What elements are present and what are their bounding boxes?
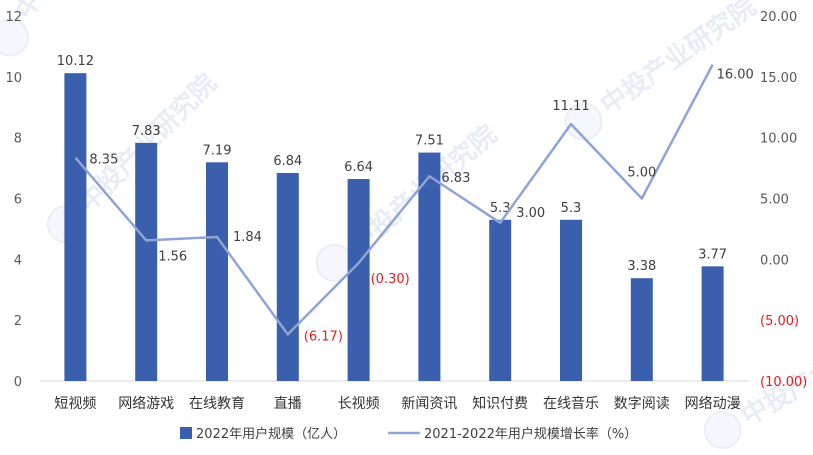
left-tick-label: 2 xyxy=(14,314,22,329)
left-tick-label: 4 xyxy=(14,253,22,268)
bar xyxy=(135,142,158,381)
left-tick-label: 8 xyxy=(14,132,22,147)
bar xyxy=(701,266,724,381)
bar xyxy=(206,162,228,381)
bar-value-label: 3.77 xyxy=(698,247,727,262)
category-label: 在线音乐 xyxy=(543,395,599,412)
left-axis-ticks: 0 2 4 6 8 10 12 xyxy=(5,10,22,390)
growth-line xyxy=(74,64,714,336)
bar-value-label: 3.38 xyxy=(627,259,656,274)
left-tick-label: 0 xyxy=(14,375,22,390)
category-label: 网络动漫 xyxy=(685,396,741,412)
bar-value-label: 5.3 xyxy=(490,201,511,216)
right-tick-label: (5.00) xyxy=(760,314,799,329)
line-value-label: 11.11 xyxy=(552,99,589,114)
category-label: 短视频 xyxy=(54,396,96,412)
right-axis-ticks: (10.00) (5.00) 0.00 5.00 10.00 15.00 20.00 xyxy=(760,10,807,390)
svg-text:中投产业研究院: 中投产业研究院 xyxy=(9,0,127,25)
category-label: 长视频 xyxy=(338,396,380,412)
category-label: 数字阅读 xyxy=(614,395,670,412)
category-label: 直播 xyxy=(274,395,302,412)
category-label: 在线教育 xyxy=(189,396,245,412)
bar-series xyxy=(64,73,724,381)
bar xyxy=(418,152,441,381)
right-tick-label: 15.00 xyxy=(760,71,797,86)
bar xyxy=(276,172,299,381)
line-value-label: 6.83 xyxy=(441,171,470,186)
right-tick-label: (10.00) xyxy=(760,375,807,390)
bar xyxy=(560,219,582,381)
line-value-label: 1.84 xyxy=(233,230,262,245)
line-value-label: 16.00 xyxy=(717,68,754,83)
bar-value-label: 7.51 xyxy=(415,134,444,149)
line-value-label: 3.00 xyxy=(516,206,545,221)
bar-value-label: 7.19 xyxy=(203,143,232,158)
bar xyxy=(64,73,87,381)
svg-text:中投产业研究院: 中投产业研究院 xyxy=(595,0,762,121)
line-series xyxy=(74,64,714,336)
right-tick-label: 20.00 xyxy=(760,10,797,25)
line-labels: 8.35 1.56 1.84 (6.17) (0.30) 6.83 3.00 11.11 5.0… xyxy=(89,68,753,345)
line-value-label: 1.56 xyxy=(158,249,187,264)
right-tick-label: 10.00 xyxy=(760,132,797,147)
left-tick-label: 12 xyxy=(5,10,22,25)
category-label: 网络游戏 xyxy=(118,396,174,412)
legend: 2022年用户规模（亿人） 2021-2022年用户规模增长率（%） xyxy=(180,426,637,442)
bar-labels: 10.12 7.83 7.19 6.84 6.64 7.51 5.3 5.3 3.38 3.77 xyxy=(57,54,727,274)
legend-line-label: 2021-2022年用户规模增长率（%） xyxy=(424,426,637,442)
legend-bar-label: 2022年用户规模（亿人） xyxy=(196,426,346,442)
svg-text:中投产业研究院: 中投产业研究院 xyxy=(736,314,813,432)
bar xyxy=(630,278,653,381)
category-label: 新闻资讯 xyxy=(401,396,457,412)
line-value-label: 8.35 xyxy=(89,153,118,168)
right-tick-label: 5.00 xyxy=(760,193,789,208)
left-tick-label: 10 xyxy=(5,71,22,86)
line-value-label: (0.30) xyxy=(371,272,410,287)
bar-value-label: 5.3 xyxy=(561,201,582,216)
line-value-label: (6.17) xyxy=(304,329,343,344)
bar-value-label: 10.12 xyxy=(57,54,94,69)
bar-value-label: 6.64 xyxy=(344,160,373,175)
bar xyxy=(347,179,370,381)
category-label: 知识付费 xyxy=(472,395,528,412)
left-tick-label: 6 xyxy=(14,193,22,208)
right-tick-label: 0.00 xyxy=(760,253,789,268)
bar-value-label: 7.83 xyxy=(132,124,161,139)
category-labels: 短视频 网络游戏 在线教育 直播 长视频 新闻资讯 知识付费 在线音乐 数字阅读 网络动漫 xyxy=(54,395,740,412)
line-value-label: 5.00 xyxy=(627,166,656,181)
bar xyxy=(489,219,512,381)
legend-bar-swatch xyxy=(180,427,192,439)
bar-value-label: 6.84 xyxy=(273,154,302,169)
